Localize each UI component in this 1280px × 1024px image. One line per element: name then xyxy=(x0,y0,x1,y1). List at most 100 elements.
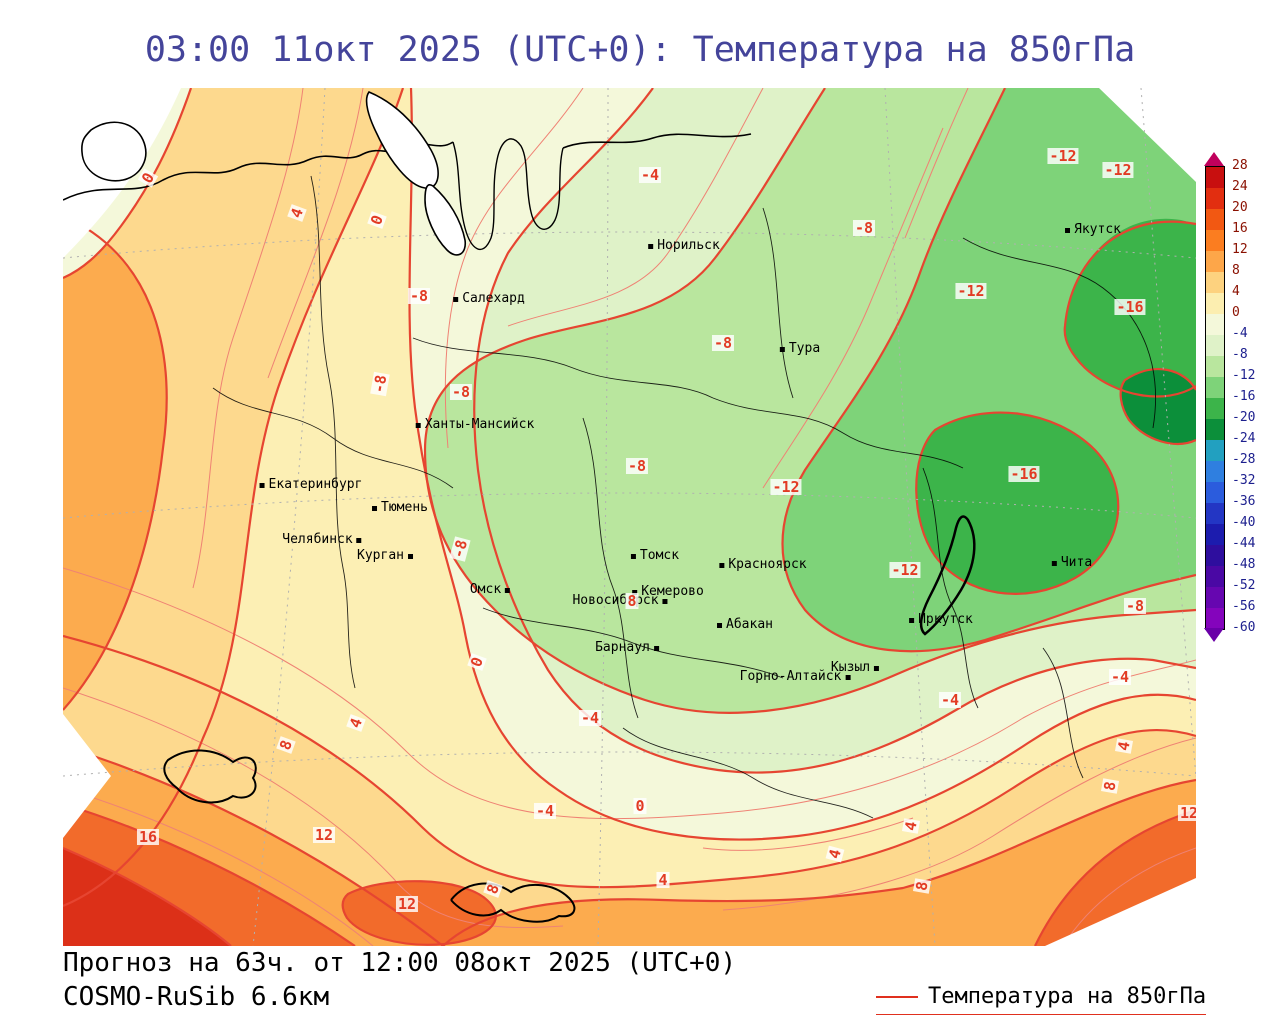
city-dot xyxy=(453,296,459,302)
geography xyxy=(63,91,1156,923)
city-marker: Барнаул xyxy=(595,641,659,655)
contour-label: -8 xyxy=(448,536,472,562)
colorbar: 28 24 20 16 12 8 4 0 -4 -8 -12 -16 -20 -24 -28 -32 -36 -4… xyxy=(1204,152,1280,664)
city-dot xyxy=(1051,560,1057,566)
contour-label: 4 xyxy=(286,204,308,222)
contour-label: 0 xyxy=(633,797,647,815)
city-label: Красноярск xyxy=(728,557,807,572)
contour-label: 4 xyxy=(825,845,845,863)
city-marker: Чита xyxy=(1051,556,1092,570)
colorbar-value: -56 xyxy=(1232,599,1256,614)
contour-label: 8 xyxy=(482,880,504,898)
weather-map: Норильск Салехард Тура Якутск Ханты-Мансийск… xyxy=(63,88,1196,946)
city-label: Норильск xyxy=(657,238,720,253)
city-label: Тура xyxy=(788,341,821,356)
city-dot xyxy=(505,587,511,593)
contour-label: -4 xyxy=(938,691,962,709)
city-marker: Абакан xyxy=(717,618,773,632)
city-marker: Кызыл xyxy=(831,661,880,675)
contour-label: 4 xyxy=(345,714,367,732)
colorbar-value: -4 xyxy=(1232,326,1248,341)
colorbar-value: 24 xyxy=(1232,179,1248,194)
city-marker: Кемерово xyxy=(632,585,704,599)
legend-label: Температура на 850гПа xyxy=(928,984,1207,1009)
city-label: Абакан xyxy=(726,617,773,632)
contour-label: 12 xyxy=(312,826,336,844)
colorbar-value: 8 xyxy=(1232,263,1240,278)
city-label: Салехард xyxy=(462,291,525,306)
city-label: Челябинск xyxy=(282,532,353,547)
city-marker: Иркутск xyxy=(909,613,973,627)
city-marker: Томск xyxy=(630,549,679,563)
contour-label: -8 xyxy=(449,383,473,401)
colorbar-segment xyxy=(1206,482,1224,503)
contour-label: 8 xyxy=(1100,778,1120,794)
ob-gulf-coast xyxy=(452,138,564,251)
colorbar-value: -36 xyxy=(1232,494,1256,509)
contour-label: -4 xyxy=(638,166,662,184)
colorbar-segment xyxy=(1206,377,1224,398)
city-marker: Красноярск xyxy=(719,557,807,572)
contour-label: 8 xyxy=(912,878,932,894)
city-dot xyxy=(719,562,725,568)
city-label: Тюмень xyxy=(381,500,428,515)
colorbar-value: -12 xyxy=(1232,368,1256,383)
city-marker: Курган xyxy=(357,549,413,563)
colorbar-segment xyxy=(1206,440,1224,461)
city-dot xyxy=(874,665,880,671)
contour-label: -16 xyxy=(1114,298,1146,316)
contour-label: 8 xyxy=(625,592,639,610)
city-marker: Екатеринбург xyxy=(259,477,363,492)
city-marker: Салехард xyxy=(453,292,525,306)
city-dot xyxy=(662,598,668,604)
colorbar-value: -48 xyxy=(1232,557,1256,572)
white-sea xyxy=(81,121,147,182)
map-title: 03:00 11окт 2025 (UTC+0): Температура на… xyxy=(144,30,1136,70)
colorbar-arrow-up-icon xyxy=(1204,152,1224,166)
city-dot xyxy=(415,422,421,428)
contour-label: -4 xyxy=(533,802,557,820)
colorbar-value: 28 xyxy=(1232,158,1248,173)
colorbar-value: -8 xyxy=(1232,347,1248,362)
colorbar-segment xyxy=(1206,251,1224,272)
city-dot xyxy=(630,553,636,559)
city-dot xyxy=(407,553,413,559)
colorbar-value: 4 xyxy=(1232,284,1240,299)
contour-label: -8 xyxy=(407,287,431,305)
colorbar-segment xyxy=(1206,293,1224,314)
city-dot xyxy=(845,674,851,680)
city-dot xyxy=(653,645,659,651)
colorbar-segment xyxy=(1206,335,1224,356)
isotherm-lines-minor xyxy=(63,88,1196,946)
city-label: Ханты-Мансийск xyxy=(424,417,535,432)
colorbar-segment xyxy=(1206,314,1224,335)
contour-label: -8 xyxy=(852,219,876,237)
city-dot xyxy=(717,622,723,628)
city-dot xyxy=(372,505,378,511)
contour-label: -12 xyxy=(889,561,921,579)
colorbar-value: 0 xyxy=(1232,305,1240,320)
colorbar-segment xyxy=(1206,503,1224,524)
novaya-zemlya-island xyxy=(365,91,439,189)
city-label: Горно-Алтайск xyxy=(739,669,842,684)
city-label: Кемерово xyxy=(641,584,704,599)
colorbar-segment xyxy=(1206,188,1224,209)
colorbar-value: 16 xyxy=(1232,221,1248,236)
temperature-field-cold xyxy=(63,88,1196,840)
legend: Температура на 850гПа xyxy=(876,984,1207,1015)
colorbar-segment xyxy=(1206,356,1224,377)
colorbar-segment xyxy=(1206,545,1224,566)
city-marker: Челябинск xyxy=(282,532,362,547)
colorbar-value: -52 xyxy=(1232,578,1256,593)
contour-label: -12 xyxy=(1102,161,1134,179)
city-marker: Якутск xyxy=(1065,223,1121,237)
contour-label: 0 xyxy=(466,653,488,671)
contour-label: -4 xyxy=(1108,668,1132,686)
contour-label: 8 xyxy=(275,736,297,754)
taymyr-coastline xyxy=(562,133,752,149)
contour-label: -8 xyxy=(711,334,735,352)
city-dot xyxy=(648,243,654,249)
graticule xyxy=(63,88,1196,946)
city-label: Екатеринбург xyxy=(268,477,363,492)
colorbar-value: -20 xyxy=(1232,410,1256,425)
